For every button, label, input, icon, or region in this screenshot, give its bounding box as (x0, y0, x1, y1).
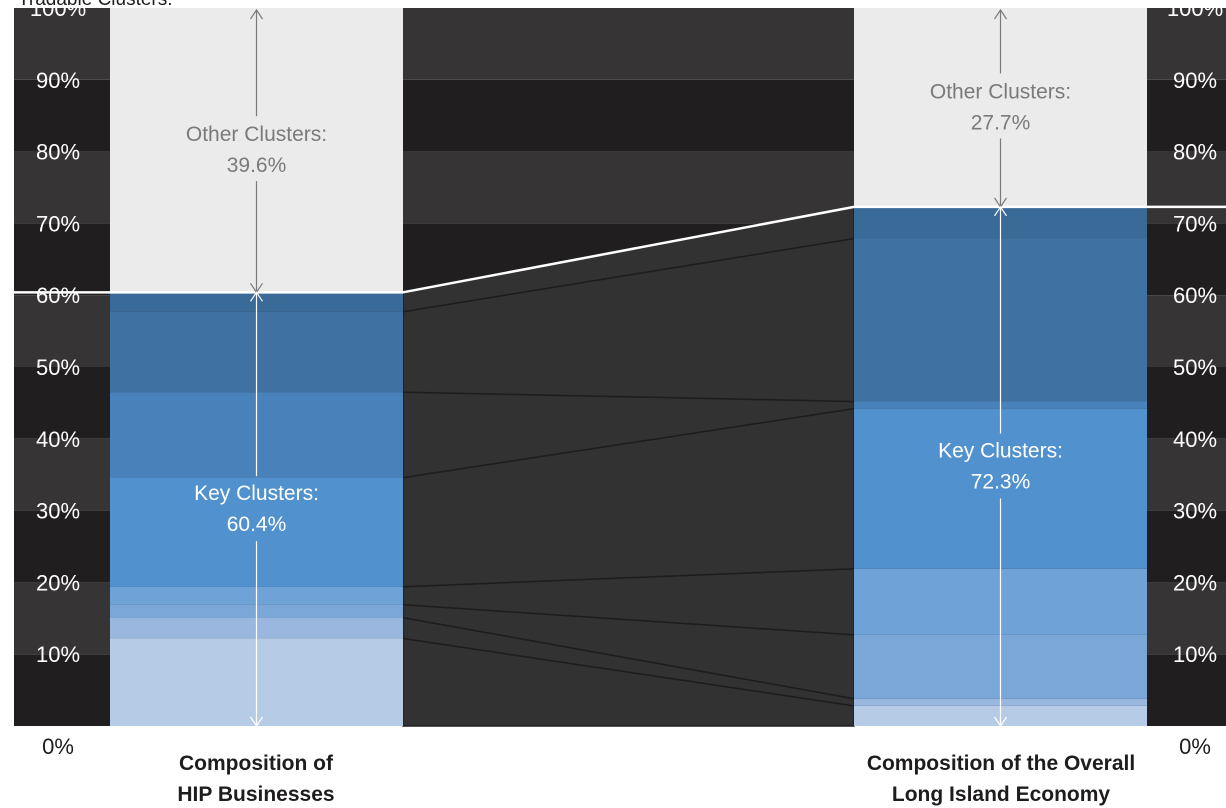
key-clusters-value: 72.3% (971, 470, 1031, 493)
measure-arrow (994, 8, 1007, 208)
column-title-li-line1: Composition of the Overall (867, 752, 1135, 775)
y-tick-right: 90% (1173, 68, 1217, 93)
y-tick-left: 60% (36, 283, 80, 308)
y-tick-left: 50% (36, 355, 80, 380)
cluster-annotations: Other Clusters: 39.6% Key Clusters: 60.4% Ot… (186, 8, 1071, 728)
column-title-hip-line2: HIP Businesses (177, 783, 334, 806)
y-tick-right: 60% (1173, 283, 1217, 308)
other-clusters-value: 39.6% (227, 154, 287, 177)
y-tick-left: 0% (42, 734, 74, 759)
y-tick-right: 70% (1173, 211, 1217, 236)
other-clusters-label: Other Clusters: (186, 123, 327, 146)
y-tick-left: 90% (36, 68, 80, 93)
other-clusters-label: Other Clusters: (930, 80, 1071, 103)
y-tick-right: 40% (1173, 427, 1217, 452)
measure-arrow (250, 8, 263, 294)
other-clusters-value: 27.7% (971, 111, 1031, 134)
y-tick-left: 80% (36, 140, 80, 165)
y-axis-ticks: 0% 0% 10% 10% 20% 20% 30% 30% 40% 40% 50% 50% 60% 60%… (30, 0, 1223, 759)
y-tick-right: 0% (1179, 734, 1211, 759)
column-title-hip-line1: Composition of (179, 752, 334, 775)
column-title-li-line2: Long Island Economy (892, 783, 1111, 806)
y-tick-right: 30% (1173, 499, 1217, 524)
measure-arrow (994, 205, 1007, 728)
key-clusters-label: Key Clusters: (194, 482, 319, 505)
key-divider-connector (402, 205, 855, 294)
y-tick-right: 20% (1173, 570, 1217, 595)
y-tick-left: 70% (36, 211, 80, 236)
y-tick-right: 10% (1173, 642, 1217, 667)
y-tick-left: 30% (36, 499, 80, 524)
y-tick-left: 20% (36, 570, 80, 595)
measure-arrow (250, 291, 263, 728)
y-tick-right: 100% (1167, 0, 1223, 21)
y-tick-left: 100% (30, 0, 86, 21)
y-tick-left: 40% (36, 427, 80, 452)
key-clusters-label: Key Clusters: (938, 439, 1063, 462)
segment-connectors (402, 205, 855, 727)
y-tick-right: 80% (1173, 140, 1217, 165)
y-tick-left: 10% (36, 642, 80, 667)
chart-top-title: Tradable Clusters: (18, 0, 173, 10)
key-clusters-value: 60.4% (227, 513, 287, 536)
y-tick-right: 50% (1173, 355, 1217, 380)
